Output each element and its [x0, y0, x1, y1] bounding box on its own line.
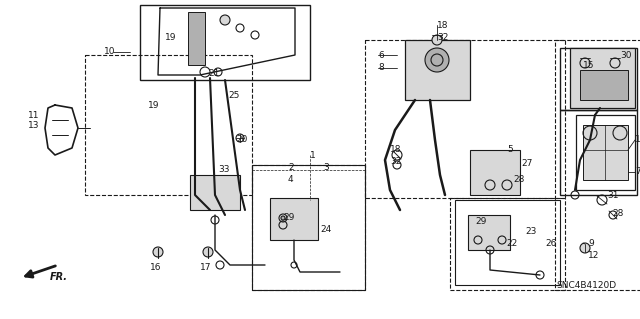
- Text: 5: 5: [507, 145, 513, 154]
- Text: 28: 28: [513, 175, 524, 184]
- Text: 22: 22: [506, 239, 517, 248]
- Text: 20: 20: [236, 136, 248, 145]
- Circle shape: [281, 216, 285, 220]
- Bar: [560, 48, 637, 110]
- Bar: [570, 48, 635, 108]
- Text: 21: 21: [208, 69, 220, 78]
- Bar: [583, 125, 628, 180]
- Circle shape: [203, 247, 213, 257]
- Text: 28: 28: [612, 209, 623, 218]
- Text: 17: 17: [200, 263, 212, 272]
- Text: 29: 29: [283, 213, 294, 222]
- Bar: [365, 40, 565, 198]
- Bar: [555, 40, 640, 290]
- Bar: [270, 198, 318, 240]
- Circle shape: [580, 58, 590, 68]
- Text: 26: 26: [545, 239, 556, 248]
- Bar: [190, 175, 240, 210]
- Text: 23: 23: [525, 227, 536, 236]
- Text: 14: 14: [635, 136, 640, 145]
- Circle shape: [610, 58, 620, 68]
- Bar: [252, 165, 365, 290]
- Circle shape: [425, 48, 449, 72]
- Bar: [470, 150, 520, 195]
- Text: 30: 30: [620, 50, 632, 60]
- Bar: [140, 5, 310, 80]
- Bar: [580, 70, 628, 100]
- Text: 9: 9: [588, 239, 594, 248]
- Text: 29: 29: [475, 218, 486, 226]
- Text: 8: 8: [378, 63, 384, 72]
- Text: SNC4B4120D: SNC4B4120D: [556, 280, 616, 290]
- Text: 1: 1: [310, 151, 316, 160]
- Text: 10: 10: [104, 48, 115, 56]
- Bar: [576, 115, 635, 190]
- Text: 13: 13: [28, 121, 40, 130]
- Text: 24: 24: [320, 226, 332, 234]
- Text: 12: 12: [588, 250, 600, 259]
- Bar: [85, 55, 252, 195]
- Bar: [455, 200, 560, 285]
- Text: 2: 2: [288, 164, 294, 173]
- Text: 32: 32: [390, 158, 401, 167]
- Text: FR.: FR.: [50, 272, 68, 282]
- Text: 32: 32: [437, 33, 449, 41]
- Text: 11: 11: [28, 110, 40, 120]
- Circle shape: [580, 243, 590, 253]
- Circle shape: [153, 247, 163, 257]
- Text: 25: 25: [228, 91, 239, 100]
- Text: 3: 3: [323, 164, 329, 173]
- Text: 18: 18: [390, 145, 401, 154]
- Text: 7: 7: [635, 167, 640, 176]
- Circle shape: [432, 35, 442, 45]
- Circle shape: [220, 15, 230, 25]
- Text: 4: 4: [288, 175, 294, 184]
- Text: 18: 18: [437, 20, 449, 29]
- Bar: [252, 165, 365, 290]
- Bar: [560, 110, 637, 195]
- Bar: [188, 12, 205, 65]
- Text: 6: 6: [378, 50, 384, 60]
- Text: 15: 15: [583, 61, 595, 70]
- Bar: [450, 198, 565, 290]
- Text: 33: 33: [218, 166, 230, 174]
- Text: 19: 19: [165, 33, 177, 42]
- Text: 19: 19: [148, 100, 159, 109]
- Bar: [468, 215, 510, 250]
- Bar: [405, 40, 470, 100]
- Text: 31: 31: [607, 191, 618, 201]
- Text: 27: 27: [521, 159, 532, 167]
- Text: 16: 16: [150, 263, 162, 272]
